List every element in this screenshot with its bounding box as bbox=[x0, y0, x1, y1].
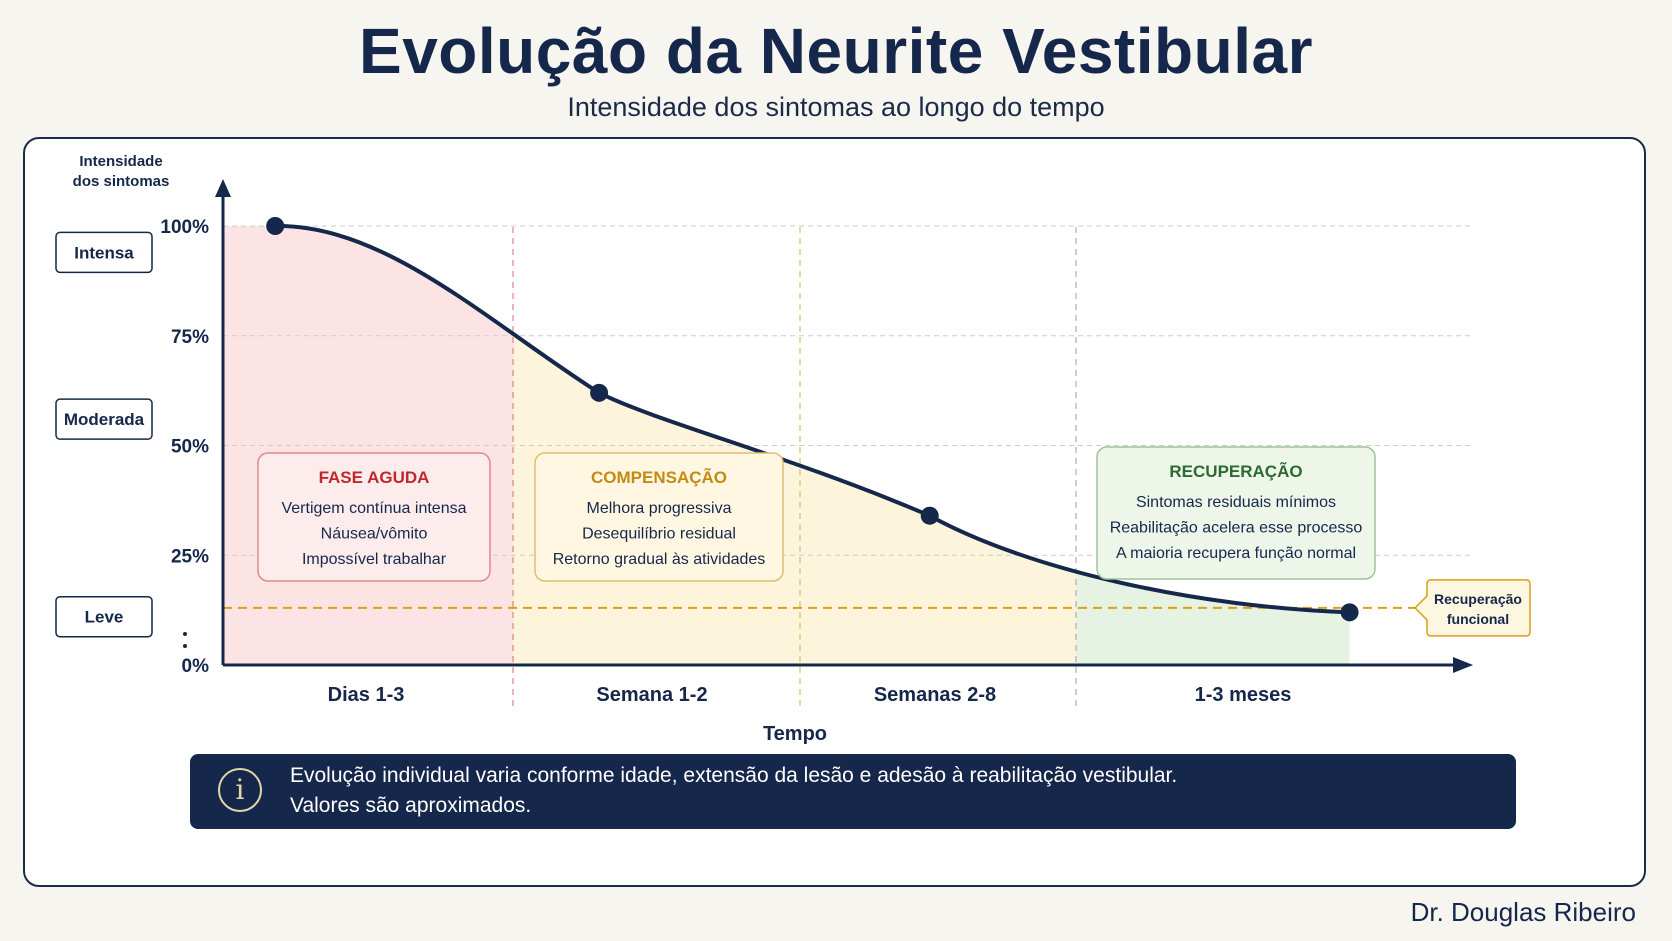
phase-title: RECUPERAÇÃO bbox=[1169, 461, 1302, 481]
severity-label: Intensa bbox=[74, 243, 134, 262]
note-line-2: Valores são aproximados. bbox=[290, 794, 532, 817]
info-note: i Evolução individual varia conforme ida… bbox=[190, 754, 1516, 829]
chart-canvas: Intensidade dos sintomas 100% 75% 50% 25% 0% In… bbox=[55, 153, 1531, 745]
severity-box bbox=[55, 231, 153, 274]
y-axis-arrow bbox=[215, 179, 231, 197]
severity-label: Moderada bbox=[64, 410, 145, 429]
phase-item: Impossível trabalhar bbox=[302, 551, 447, 568]
page-title: Evolução da Neurite Vestibular bbox=[359, 15, 1313, 87]
phase-item: Desequilíbrio residual bbox=[582, 526, 736, 543]
phase-title: COMPENSAÇÃO bbox=[591, 467, 727, 487]
phase-item: Vertigem contínua intensa bbox=[281, 500, 466, 517]
functional-recovery-label-line1: Recuperação bbox=[1434, 591, 1522, 607]
axis-dot bbox=[183, 644, 187, 648]
y-axis-title-line1: Intensidade bbox=[79, 153, 162, 170]
x-category-label: Semana 1-2 bbox=[596, 684, 707, 706]
symptom-curve bbox=[273, 223, 1352, 615]
phase-box bbox=[257, 452, 491, 582]
phase-title: FASE AGUDA bbox=[319, 468, 430, 487]
severity-box bbox=[55, 398, 153, 440]
data-point bbox=[266, 217, 285, 235]
x-axis-title: Tempo bbox=[763, 723, 827, 745]
phase-item: Melhora progressiva bbox=[587, 500, 732, 517]
phase-item: Retorno gradual às atividades bbox=[553, 551, 766, 568]
chart-panel: Intensidade dos sintomas 100% 75% 50% 25% 0% In… bbox=[23, 137, 1646, 887]
recovery-phase-area bbox=[1076, 571, 1350, 665]
phase-item: Sintomas residuais mínimos bbox=[1136, 494, 1336, 511]
page-subtitle: Intensidade dos sintomas ao longo do tem… bbox=[567, 92, 1105, 122]
axis-dot bbox=[183, 632, 187, 636]
phase-box bbox=[1096, 446, 1376, 580]
functional-recovery-label-line2: funcional bbox=[1447, 611, 1509, 627]
phase-box bbox=[534, 452, 784, 582]
author-credit: Dr. Douglas Ribeiro bbox=[1410, 897, 1636, 927]
y-tick-label: 50% bbox=[171, 437, 209, 458]
data-point bbox=[590, 383, 609, 402]
info-icon: i bbox=[218, 768, 262, 812]
phase-item: Reabilitação acelera esse processo bbox=[1110, 520, 1363, 537]
severity-box bbox=[55, 595, 153, 638]
y-tick-label: 25% bbox=[171, 546, 209, 567]
x-category-label: Dias 1-3 bbox=[328, 684, 405, 706]
y-tick-label: 100% bbox=[160, 217, 209, 238]
y-tick-label: 0% bbox=[182, 656, 210, 677]
severity-label: Leve bbox=[85, 608, 124, 627]
data-point bbox=[920, 506, 939, 525]
y-axis-title-line2: dos sintomas bbox=[73, 173, 170, 190]
x-axis-arrow bbox=[1453, 657, 1473, 673]
y-tick-label: 75% bbox=[171, 327, 209, 348]
phase-item: A maioria recupera função normal bbox=[1116, 545, 1356, 562]
functional-recovery-badge bbox=[1413, 579, 1531, 637]
data-point bbox=[1340, 603, 1359, 622]
note-line-1: Evolução individual varia conforme idade… bbox=[290, 764, 1178, 787]
x-category-label: 1-3 meses bbox=[1195, 684, 1292, 706]
phase-item: Náusea/vômito bbox=[321, 526, 428, 543]
x-category-label: Semanas 2-8 bbox=[874, 684, 996, 706]
